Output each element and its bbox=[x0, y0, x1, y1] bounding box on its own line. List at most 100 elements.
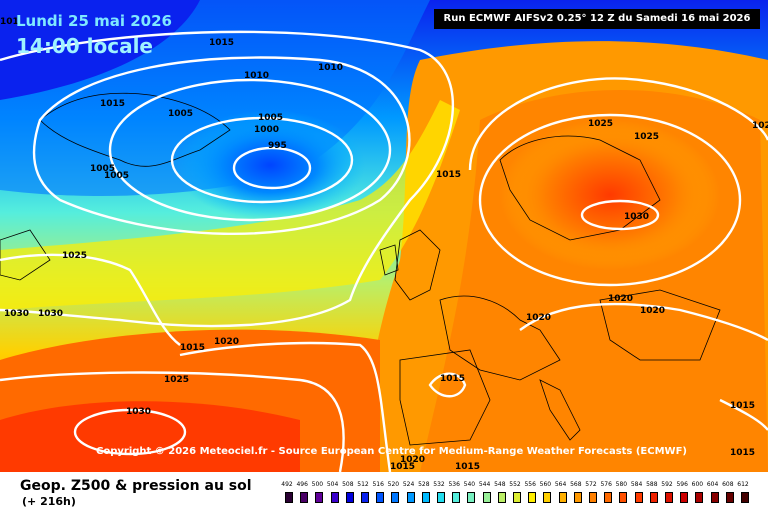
legend-value: 508 bbox=[342, 481, 354, 488]
pressure-label: 995 bbox=[268, 141, 287, 151]
legend-swatch bbox=[285, 492, 293, 503]
pressure-label: 1020 bbox=[400, 455, 425, 465]
legend-value: 608 bbox=[722, 481, 734, 488]
valid-date: Lundi 25 mai 2026 bbox=[16, 12, 172, 30]
legend-swatch bbox=[300, 492, 309, 503]
legend-swatch bbox=[634, 492, 643, 503]
legend-swatch bbox=[558, 492, 567, 503]
legend-swatch bbox=[725, 492, 734, 503]
pressure-label: 1005 bbox=[104, 171, 129, 181]
field-name: Geop. Z500 & pression au sol bbox=[20, 478, 252, 494]
pressure-label: 1030 bbox=[38, 309, 63, 319]
pressure-label: 1030 bbox=[126, 407, 151, 417]
legend-value: 612 bbox=[737, 481, 749, 488]
legend-swatch bbox=[573, 492, 582, 503]
legend-value: 588 bbox=[646, 481, 658, 488]
legend-value: 584 bbox=[630, 481, 643, 488]
pressure-label: 1015 bbox=[730, 401, 755, 411]
pressure-label: 1025 bbox=[164, 375, 189, 385]
legend-swatch bbox=[665, 492, 673, 503]
legend-swatch bbox=[391, 492, 400, 503]
legend-value: 536 bbox=[448, 481, 460, 488]
legend-swatch bbox=[376, 492, 385, 503]
pressure-label: 101 bbox=[0, 17, 19, 27]
pressure-label: 1030 bbox=[624, 212, 649, 222]
legend-swatch bbox=[513, 492, 521, 503]
legend-value: 500 bbox=[311, 481, 324, 488]
pressure-label: 1015 bbox=[455, 462, 480, 472]
legend-value: 512 bbox=[357, 481, 369, 488]
pressure-label: 1015 bbox=[730, 448, 755, 458]
legend-swatch bbox=[680, 492, 689, 503]
legend-value: 516 bbox=[372, 481, 384, 488]
pressure-label: 1005 bbox=[168, 109, 193, 119]
yellow-belt bbox=[0, 100, 460, 310]
pressure-label: 1025 bbox=[634, 132, 659, 142]
pressure-label: 1015 bbox=[209, 38, 234, 48]
legend-swatch bbox=[421, 492, 430, 503]
legend-value: 600 bbox=[691, 481, 704, 488]
run-info: Run ECMWF AIFSv2 0.25° 12 Z du Samedi 16… bbox=[434, 9, 760, 29]
legend-value: 564 bbox=[554, 481, 567, 488]
pressure-label: 1010 bbox=[244, 71, 269, 81]
legend-value: 596 bbox=[676, 481, 688, 488]
legend-swatch bbox=[589, 492, 597, 503]
pressure-label: 1020 bbox=[526, 313, 551, 323]
legend-swatch bbox=[482, 492, 491, 503]
isobars bbox=[0, 30, 768, 472]
legend-value: 604 bbox=[706, 481, 719, 488]
pressure-label: 1015 bbox=[100, 99, 125, 109]
legend-swatch bbox=[695, 492, 704, 503]
legend-swatch bbox=[406, 492, 415, 503]
legend-swatch bbox=[528, 492, 537, 503]
legend-value: 568 bbox=[570, 481, 582, 488]
legend-swatch bbox=[467, 492, 476, 503]
pressure-labels: 1015 1010 1010 1015 1005 1005 1000 995 1… bbox=[0, 17, 768, 472]
legend-value: 576 bbox=[600, 481, 612, 488]
legend-value: 572 bbox=[585, 481, 597, 488]
legend-swatch bbox=[543, 492, 552, 503]
high-core-scandinavia bbox=[500, 120, 720, 270]
very-cold-north bbox=[0, 0, 200, 100]
pressure-label: 1015 bbox=[440, 374, 465, 384]
hot-core-southwest bbox=[0, 401, 300, 472]
pressure-label: 1010 bbox=[318, 63, 343, 73]
valid-time: 14:00 locale bbox=[16, 34, 153, 58]
legend-swatch bbox=[741, 492, 749, 503]
legend-value: 544 bbox=[478, 481, 491, 488]
legend-value: 520 bbox=[387, 481, 400, 488]
legend-value: 580 bbox=[615, 481, 628, 488]
legend-swatch bbox=[604, 492, 613, 503]
legend-swatch bbox=[315, 492, 324, 503]
legend-value: 492 bbox=[281, 481, 293, 488]
legend-swatch bbox=[649, 492, 658, 503]
legend-value: 548 bbox=[494, 481, 506, 488]
pressure-label: 1025 bbox=[62, 251, 87, 261]
legend-value: 504 bbox=[326, 481, 339, 488]
legend-value: 592 bbox=[661, 481, 673, 488]
pressure-label: 1020 bbox=[640, 306, 665, 316]
legend-swatch bbox=[452, 492, 461, 503]
legend-swatch bbox=[710, 492, 719, 503]
pressure-label: 1025 bbox=[588, 119, 613, 129]
legend-value: 496 bbox=[296, 481, 308, 488]
legend-swatch bbox=[345, 492, 354, 503]
legend-value: 560 bbox=[539, 481, 552, 488]
pressure-label: 1015 bbox=[436, 170, 461, 180]
pressure-label: 1015 bbox=[390, 462, 415, 472]
copyright-notice: Copyright © 2026 Meteociel.fr - Source E… bbox=[96, 446, 687, 457]
pressure-label: 1005 bbox=[258, 113, 283, 123]
legend-swatch bbox=[497, 492, 506, 503]
legend-value: 524 bbox=[402, 481, 415, 488]
pressure-label: 1005 bbox=[90, 164, 115, 174]
legend-swatch bbox=[437, 492, 445, 503]
legend-value: 552 bbox=[509, 481, 521, 488]
pressure-label: 1015 bbox=[180, 343, 205, 353]
pressure-label: 1020 bbox=[608, 294, 633, 304]
map-canvas: 1015 1010 1010 1015 1005 1005 1000 995 1… bbox=[0, 0, 768, 472]
pressure-label: 1030 bbox=[4, 309, 29, 319]
coastlines bbox=[0, 92, 721, 446]
pressure-label: 102 bbox=[752, 121, 768, 131]
color-legend: 492 496 500 504 508 512 516 520 524 528 532 536 540 5… bbox=[281, 481, 753, 507]
